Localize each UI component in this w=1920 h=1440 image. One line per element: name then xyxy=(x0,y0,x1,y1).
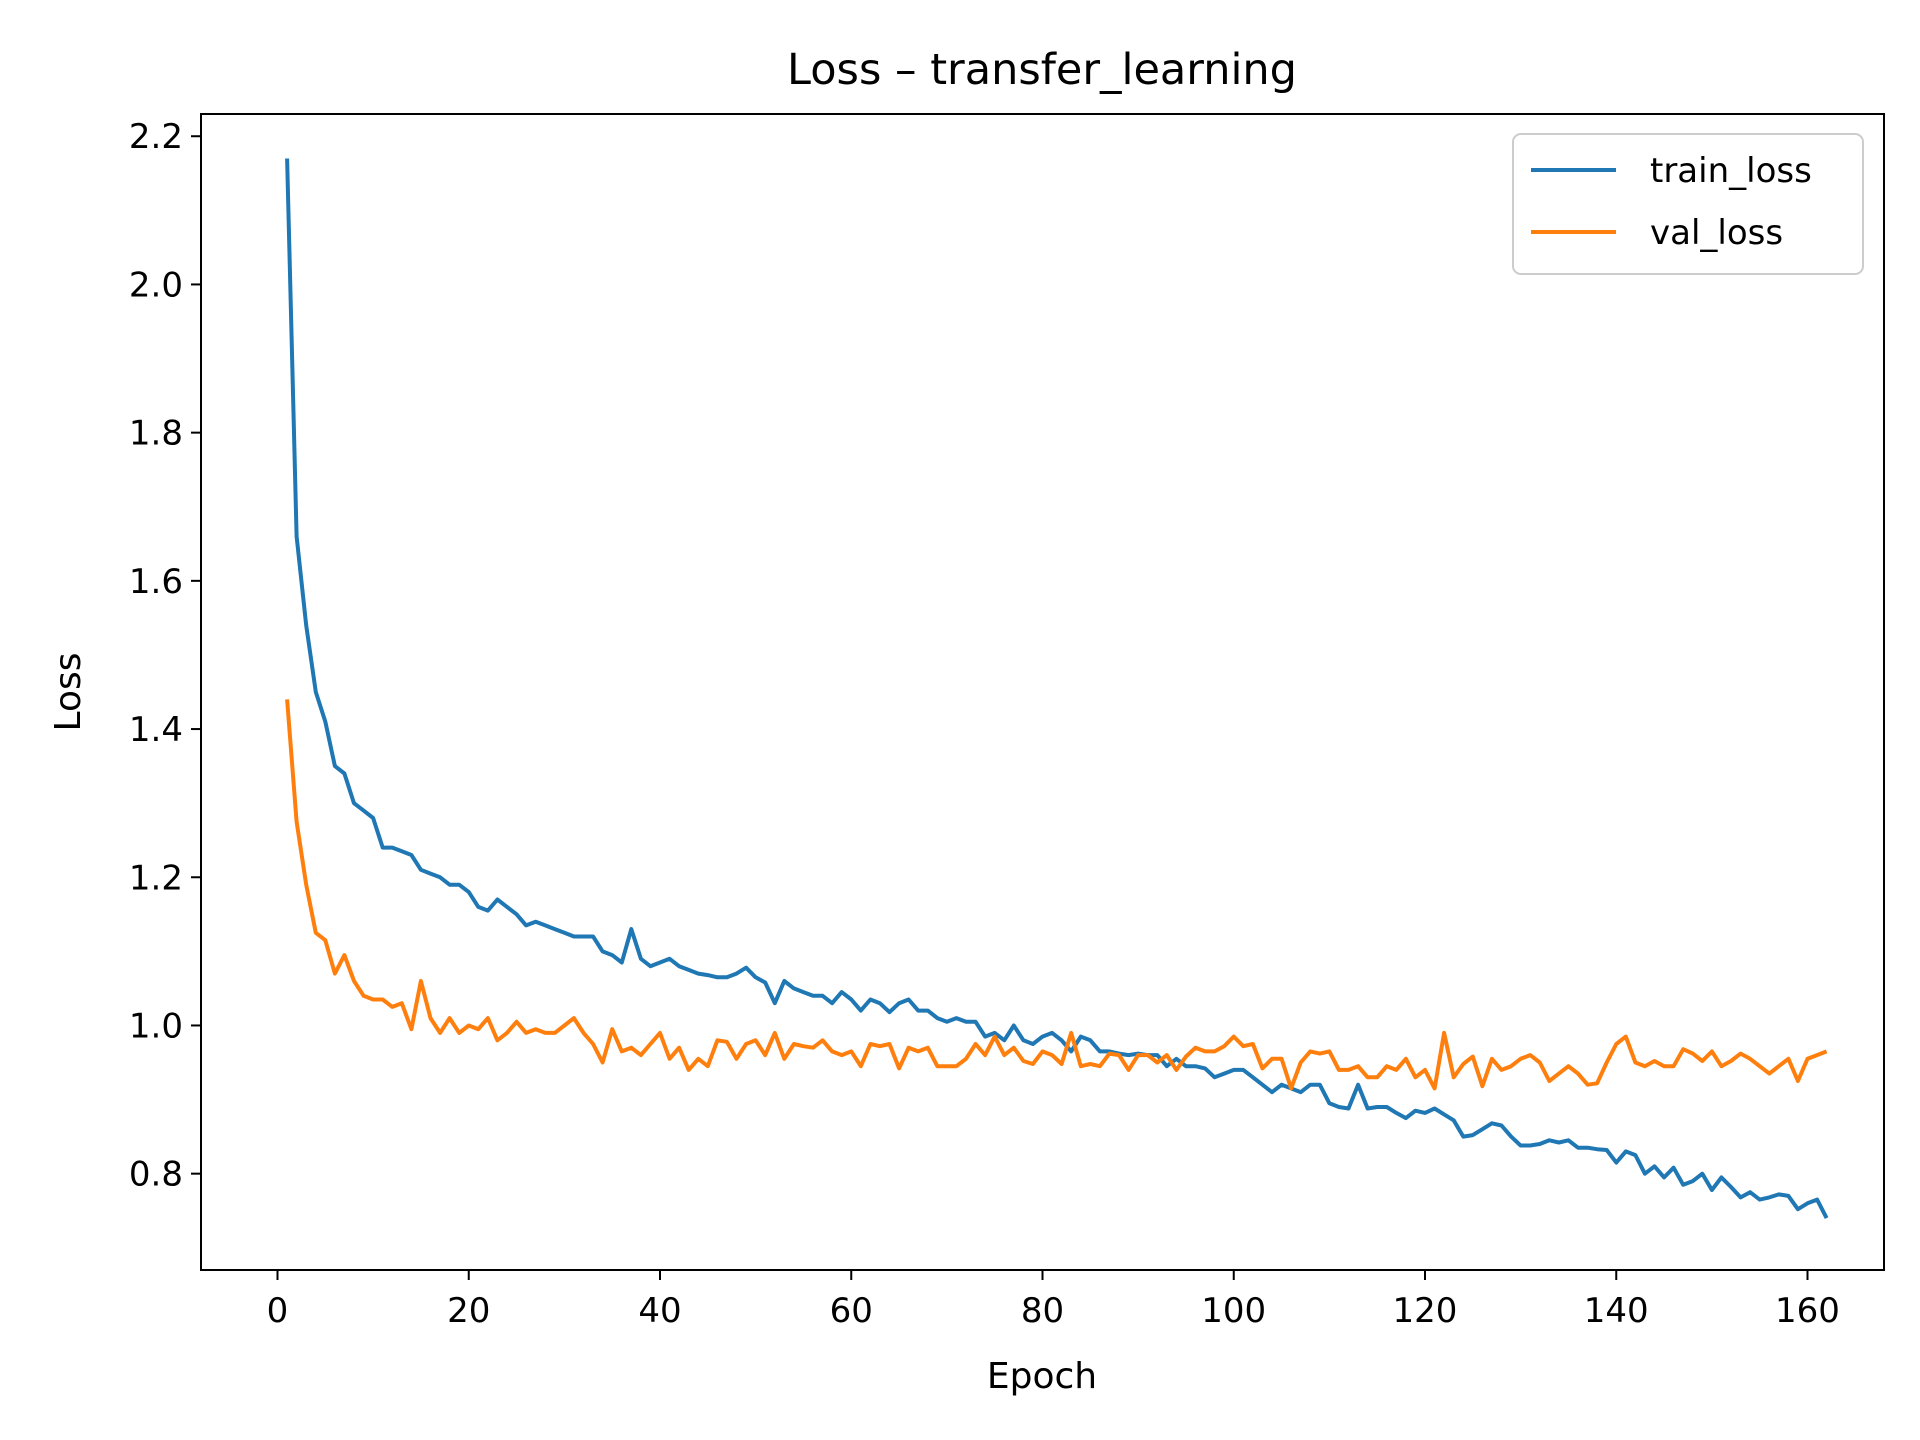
x-tick-label: 0 xyxy=(267,1291,289,1331)
y-tick-label: 2.0 xyxy=(129,265,183,305)
y-tick-label: 1.2 xyxy=(129,858,183,898)
legend-label-val-loss: val_loss xyxy=(1650,213,1783,253)
y-tick-label: 1.6 xyxy=(129,562,183,602)
x-tick-label: 60 xyxy=(830,1291,873,1331)
y-tick-label: 1.4 xyxy=(129,710,183,750)
legend-label-train-loss: train_loss xyxy=(1650,151,1812,191)
series-line-val-loss xyxy=(285,699,1828,1091)
chart-title: Loss – transfer_learning xyxy=(787,45,1297,95)
x-tick-label: 40 xyxy=(638,1291,681,1331)
series-layer xyxy=(285,158,1829,1220)
x-tick-label: 120 xyxy=(1393,1291,1458,1331)
x-tick-label: 140 xyxy=(1584,1291,1649,1331)
y-tick-label: 1.8 xyxy=(129,414,183,454)
y-tick-label: 1.0 xyxy=(129,1006,183,1046)
y-tick-label: 2.2 xyxy=(129,117,183,157)
axes-frame xyxy=(200,113,1885,1271)
x-tick-label: 80 xyxy=(1021,1291,1064,1331)
ticks-layer: 0 20 40 60 80 100 120 140 160 0.8 1.0 1.2 1.4 1.6 1.8 2… xyxy=(129,117,1840,1331)
x-tick-label: 100 xyxy=(1201,1291,1266,1331)
legend: train_loss val_loss xyxy=(1512,133,1864,275)
x-tick-label: 160 xyxy=(1775,1291,1840,1331)
y-tick-label: 0.8 xyxy=(129,1155,183,1195)
series-line-train-loss xyxy=(285,158,1829,1220)
x-tick-label: 20 xyxy=(447,1291,490,1331)
x-axis-label: Epoch xyxy=(987,1356,1097,1397)
y-axis-label: Loss xyxy=(48,653,89,732)
